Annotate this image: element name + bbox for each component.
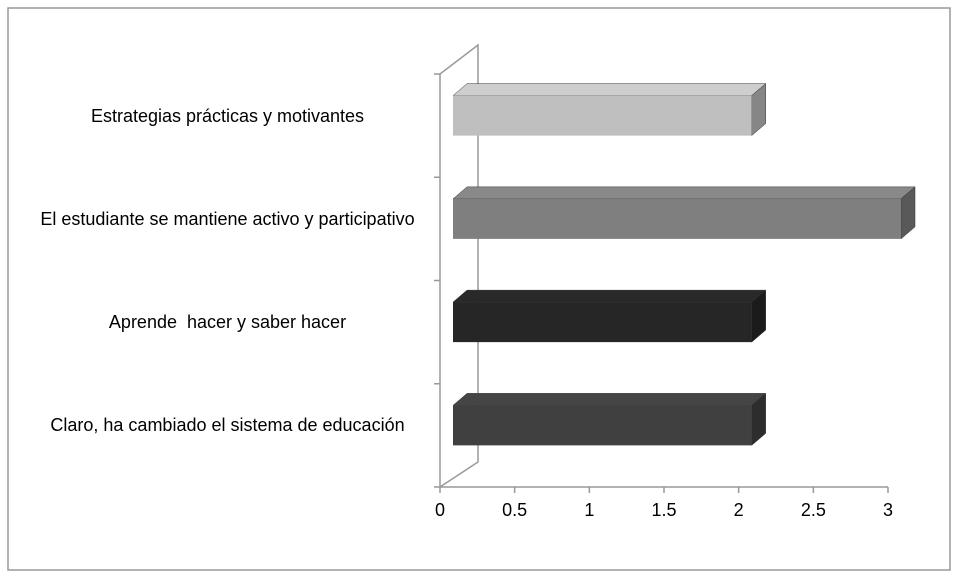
- y-tick-label: El estudiante se mantiene activo y parti…: [40, 208, 415, 229]
- x-tick-label: 3: [883, 500, 893, 520]
- x-tick-label: 1.5: [651, 500, 676, 520]
- bar-top: [452, 83, 767, 96]
- bar: [453, 302, 752, 343]
- x-tick-label: 2: [734, 500, 744, 520]
- bar-top: [452, 393, 767, 406]
- x-tick-label: 0.5: [502, 500, 527, 520]
- x-tick-label: 2.5: [801, 500, 826, 520]
- back-wall: [439, 43, 479, 488]
- bar: [453, 95, 752, 136]
- bar-top: [452, 186, 916, 200]
- bar: [453, 405, 752, 446]
- y-tick-label: Aprende hacer y saber hacer: [108, 312, 347, 333]
- bar-top: [452, 289, 767, 303]
- y-tick-label: Claro, ha cambiado el sistema de educaci…: [50, 415, 405, 436]
- x-tick-label: 0: [435, 500, 445, 520]
- x-tick-label: 1: [584, 500, 594, 520]
- y-tick-label: Estrategias prácticas y motivantes: [90, 105, 365, 126]
- bar-side: [751, 289, 766, 343]
- bar-side: [751, 392, 766, 446]
- bar: [453, 198, 901, 239]
- chart-border: [7, 7, 951, 571]
- bar-side: [751, 83, 766, 137]
